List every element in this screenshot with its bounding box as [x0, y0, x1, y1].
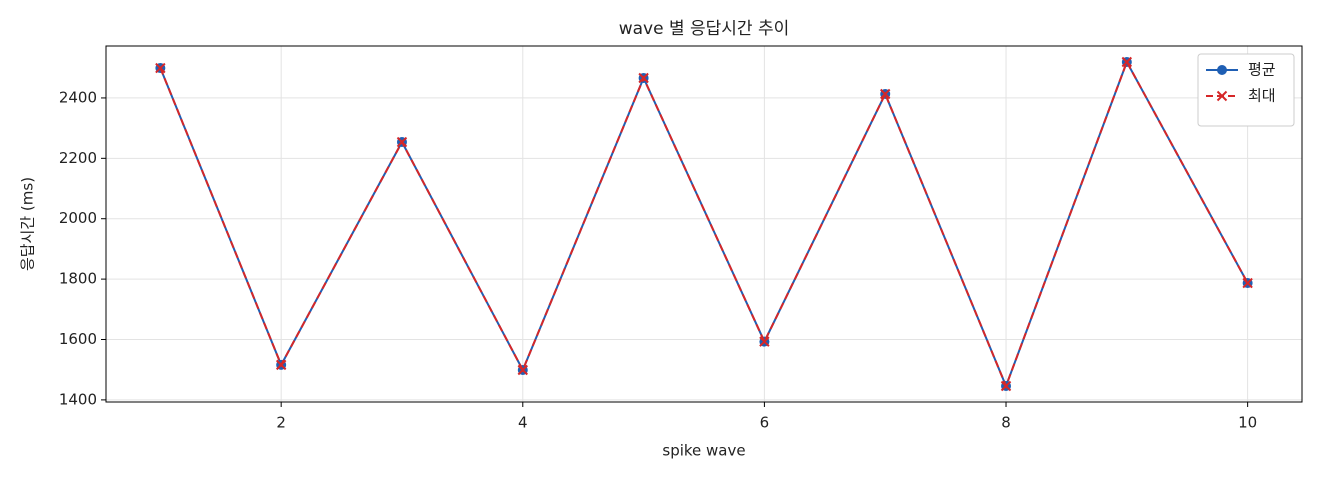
grid: [106, 46, 1302, 402]
legend-box: [1197, 53, 1295, 127]
plot-frame: [105, 45, 1303, 403]
x-tick-label: 4: [518, 414, 528, 432]
chart-title: wave 별 응답시간 추이: [619, 19, 790, 39]
marker: [517, 364, 528, 376]
y-tick-label: 1600: [59, 330, 97, 348]
y-tick-label: 2400: [59, 88, 97, 106]
series-line: [159, 59, 1249, 389]
marker: [396, 136, 408, 148]
legend-label: 평균: [1248, 61, 1276, 79]
y-tick-label: 2000: [59, 209, 97, 227]
y-tick-label: 1800: [59, 270, 97, 288]
marker: [155, 62, 166, 74]
x-tick-label: 2: [276, 414, 286, 432]
x-axis-label: spike wave: [662, 442, 745, 460]
series-line: [159, 59, 1249, 389]
marker: [275, 359, 287, 371]
marker: [880, 88, 891, 100]
y-tick-label: 2200: [59, 149, 97, 167]
legend-marker: [1216, 90, 1228, 102]
legend-label: 최대: [1248, 87, 1276, 105]
legend-marker: [1217, 65, 1227, 75]
marker: [1242, 277, 1253, 289]
x-tick-label: 8: [1001, 414, 1011, 432]
y-axis-label: 응답시간 (ms): [19, 177, 37, 271]
marker: [759, 336, 770, 347]
x-tick-label: 6: [760, 414, 770, 432]
y-tick-label: 1400: [59, 390, 97, 408]
marker: [1121, 56, 1133, 68]
marker: [638, 72, 649, 84]
marker: [1000, 380, 1012, 392]
x-tick-label: 10: [1238, 414, 1257, 432]
